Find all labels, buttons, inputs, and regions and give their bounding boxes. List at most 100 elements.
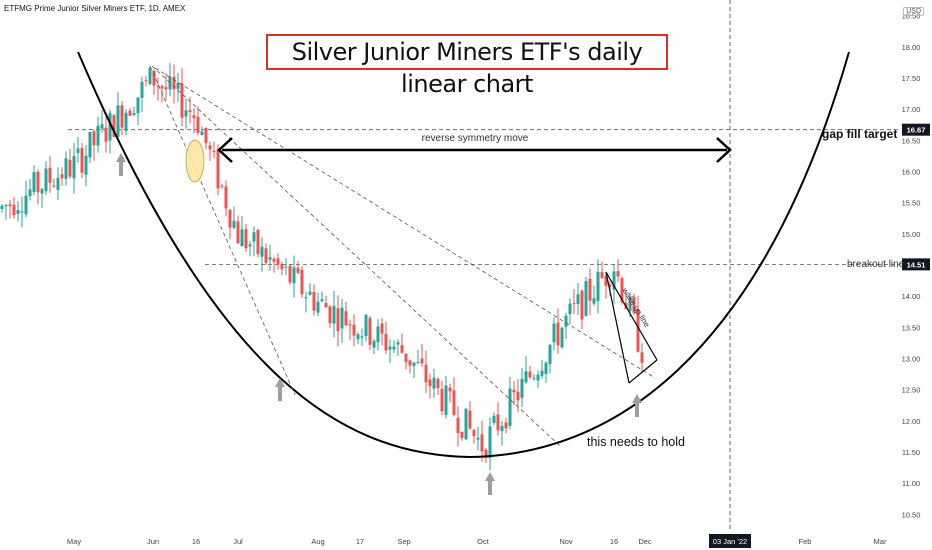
candle-body	[488, 426, 492, 458]
candle-body	[160, 86, 164, 89]
candle-body	[40, 189, 44, 194]
y-tick-label: 11.00	[902, 479, 920, 488]
candle-body	[336, 308, 340, 332]
candle-body	[364, 315, 368, 337]
candle-body	[332, 305, 336, 324]
candle-body	[204, 127, 208, 144]
candle-body	[232, 220, 236, 228]
candle-body	[608, 284, 612, 287]
candle-body	[388, 346, 392, 350]
candle-body	[196, 116, 200, 133]
candle-body	[548, 344, 552, 365]
candle-body	[248, 244, 252, 247]
symbol-title: ETFMG Prime Junior Silver Miners ETF, 1D…	[4, 4, 186, 13]
candle-body	[412, 362, 416, 366]
candle-body	[32, 172, 36, 192]
candle-body	[276, 258, 280, 265]
candle-body	[188, 110, 192, 113]
candle-body	[348, 324, 352, 326]
candle-body	[556, 322, 560, 346]
price-tag-value: 16.67	[907, 126, 926, 135]
currency-badge[interactable]: USD	[903, 7, 924, 16]
y-tick-label: 16.50	[902, 136, 921, 145]
candle-body	[140, 81, 144, 98]
candle-body	[352, 324, 356, 336]
candle-body	[288, 265, 292, 283]
candle-body	[444, 385, 448, 416]
candle-body	[524, 371, 528, 383]
chart-annotation-title: Silver Junior Miners ETF's daily linear …	[266, 34, 668, 98]
candle-body	[636, 308, 640, 352]
candle-body	[308, 291, 312, 295]
candle-body	[12, 204, 16, 216]
wake-up-line-upper	[605, 271, 658, 361]
y-tick-label: 17.00	[902, 105, 921, 114]
candle-body	[424, 364, 428, 383]
candle-body	[244, 229, 248, 249]
y-tick-label: 11.50	[902, 448, 920, 457]
candle-body	[320, 299, 324, 302]
candle-body	[564, 315, 568, 327]
candle-body	[148, 68, 152, 85]
candle-body	[324, 302, 328, 308]
x-tick-label: Oct	[477, 537, 490, 546]
candle-body	[136, 97, 140, 114]
candle-body	[404, 353, 408, 363]
candle-body	[128, 110, 132, 116]
candle-body	[172, 76, 176, 90]
candle-body	[264, 248, 268, 263]
candle-body	[116, 105, 120, 137]
candle-body	[484, 449, 488, 458]
candle-body	[576, 294, 580, 304]
candle-body	[24, 195, 28, 215]
candle-body	[540, 370, 544, 376]
candle-body	[432, 377, 436, 389]
candle-body	[620, 278, 624, 303]
candle-body	[516, 391, 520, 401]
candle-body	[164, 87, 168, 90]
candle-body	[380, 323, 384, 334]
candle-body	[100, 124, 104, 129]
candle-body	[220, 185, 224, 187]
candle-body	[396, 342, 400, 345]
candle-body	[240, 229, 244, 247]
candle-body	[36, 171, 40, 193]
candle-body	[532, 377, 536, 379]
x-tick-label: 17	[356, 537, 364, 546]
x-tick-label: Jun	[147, 537, 159, 546]
candle-body	[328, 306, 332, 324]
wake-up-line-lower	[605, 271, 630, 384]
candle-body	[344, 311, 348, 326]
candle-body	[72, 156, 76, 179]
candle-body	[416, 361, 420, 363]
candle-body	[456, 417, 460, 433]
trendline-1	[149, 65, 296, 396]
candle-body	[92, 131, 96, 146]
candle-body	[176, 82, 180, 89]
y-tick-label: 16.00	[902, 167, 921, 176]
gap-fill-label: gap fill target	[822, 127, 897, 141]
up-arrow-icon	[632, 394, 642, 417]
up-arrow-icon	[116, 153, 126, 176]
candle-body	[340, 307, 344, 329]
candle-body	[104, 127, 108, 142]
candle-body	[460, 431, 464, 438]
candle-body	[472, 430, 476, 437]
trendline-2	[151, 65, 561, 447]
candle-body	[124, 112, 128, 131]
candle-body	[392, 346, 396, 350]
candle-body	[152, 70, 156, 86]
y-tick-label: 15.50	[902, 199, 921, 208]
candle-body	[408, 360, 412, 366]
candle-body	[504, 422, 508, 429]
candle-body	[476, 437, 480, 440]
candle-body	[600, 272, 604, 278]
candle-body	[224, 186, 228, 209]
price-tag-box	[902, 258, 930, 271]
candle-body	[520, 378, 524, 398]
candle-body	[16, 209, 20, 214]
candle-body	[228, 209, 232, 228]
candle-body	[384, 333, 388, 351]
candle-body	[28, 189, 32, 197]
